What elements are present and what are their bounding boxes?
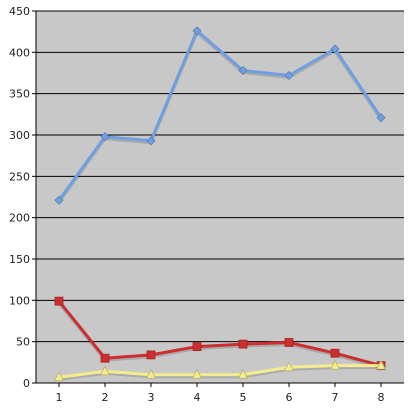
x-tick-label: 4 [194, 391, 201, 404]
series-line [57, 29, 383, 202]
plot-area [36, 11, 404, 383]
axes [32, 10, 404, 387]
data-point [53, 371, 65, 382]
x-tick-label: 6 [286, 391, 293, 404]
data-point [100, 132, 110, 142]
data-point [192, 342, 202, 352]
y-tick-label: 200 [9, 212, 30, 225]
data-point [99, 365, 111, 376]
x-axis-tick-labels: 1 2 3 4 5 6 7 8 [56, 391, 385, 404]
series-line-shadow [58, 366, 381, 381]
series-1 [54, 26, 386, 205]
y-axis-tick-labels: 0 50 100 150 200 250 300 350 400 450 [9, 5, 30, 390]
series-layer [53, 26, 387, 382]
data-point [146, 350, 156, 360]
y-tick-label: 100 [9, 294, 30, 307]
series-2 [54, 296, 386, 371]
y-tick-label: 350 [9, 88, 30, 101]
data-point [238, 339, 248, 349]
data-point [330, 348, 340, 358]
data-point [375, 359, 387, 370]
x-tick-label: 2 [102, 391, 109, 404]
data-point [283, 361, 295, 372]
data-point [284, 70, 294, 81]
y-tick-label: 400 [9, 46, 30, 59]
data-point [376, 113, 386, 123]
data-point [146, 136, 156, 146]
data-point [54, 296, 64, 306]
series-line-shadow [57, 31, 383, 204]
y-tick-label: 50 [16, 336, 30, 349]
gridlines [36, 10, 404, 343]
data-point [330, 44, 340, 54]
data-point [238, 65, 248, 76]
series-3 [53, 359, 387, 382]
x-tick-label: 5 [240, 391, 247, 404]
series-line-shadow [57, 302, 382, 370]
y-tick-label: 450 [9, 5, 30, 18]
y-tick-label: 300 [9, 129, 30, 142]
data-point [54, 195, 64, 205]
y-tick-label: 250 [9, 170, 30, 183]
x-tick-label: 1 [56, 391, 63, 404]
data-point [100, 353, 110, 363]
x-tick-label: 3 [148, 391, 155, 404]
data-point [192, 26, 202, 36]
series-line [57, 300, 382, 368]
y-tick-label: 0 [23, 377, 30, 390]
y-tick-label: 150 [9, 253, 30, 266]
x-tick-label: 7 [332, 391, 339, 404]
data-point [329, 359, 341, 370]
data-point [145, 368, 157, 379]
data-point [284, 338, 294, 347]
x-tick-label: 8 [378, 391, 385, 404]
series-line [58, 364, 381, 379]
data-point [191, 368, 203, 379]
data-point [237, 368, 249, 379]
